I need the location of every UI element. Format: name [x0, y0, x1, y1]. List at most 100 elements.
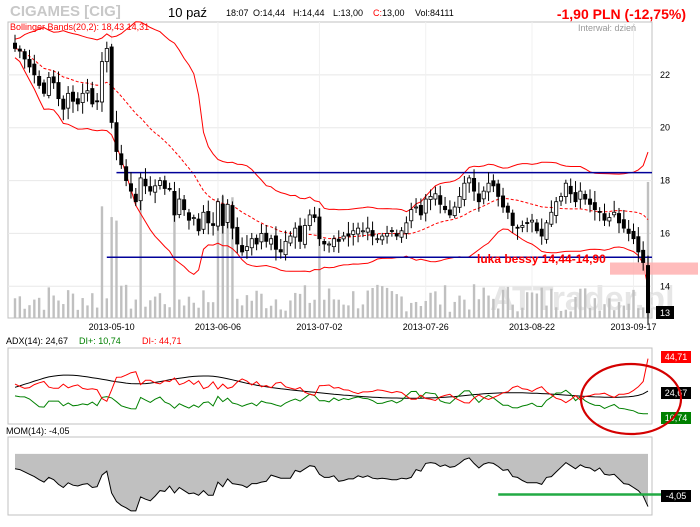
volume-bar [497, 308, 500, 318]
volume-bar [569, 311, 572, 318]
candle-body [109, 46, 114, 123]
volume-value: 84111 [430, 8, 454, 18]
candle-body [476, 193, 481, 203]
candle-body [157, 180, 162, 186]
candle-body [186, 212, 191, 221]
candle-body [525, 222, 530, 224]
candle-body [90, 88, 95, 105]
volume-bar [410, 302, 413, 318]
candle-body [578, 190, 583, 200]
volume-bar [617, 302, 621, 318]
volume-bar [579, 288, 582, 318]
volume-bar [583, 288, 587, 318]
candle-body [592, 202, 597, 211]
date-tick-label: 2013-06-06 [195, 322, 241, 332]
candle-body [641, 249, 646, 263]
candle-body [201, 211, 206, 230]
candle-body [646, 265, 651, 314]
volume-bar [550, 288, 553, 318]
candle-body [597, 211, 602, 213]
volume-bar [105, 298, 109, 318]
volume-bar [250, 300, 253, 318]
volume-bar [516, 311, 519, 318]
volume-bar [168, 307, 171, 318]
volume-bar [632, 289, 635, 318]
candle-body [563, 182, 568, 197]
candle-body [196, 218, 201, 232]
support-resistance-lines [106, 171, 652, 258]
candle-body [322, 241, 327, 245]
volume-bar [18, 296, 22, 318]
candle-body [114, 122, 119, 152]
candle-body [273, 235, 278, 250]
volume-bar [192, 302, 195, 318]
volume-bar [641, 307, 645, 318]
candle-body [423, 198, 428, 214]
volume-bar [424, 300, 427, 318]
candle-body [104, 48, 109, 63]
candle-body [269, 238, 274, 245]
volume-bar [482, 287, 485, 318]
volume-bar [236, 298, 239, 318]
volume-bar [23, 308, 26, 318]
volume-bar [33, 299, 36, 318]
volume-bar [646, 181, 650, 318]
candle-body [530, 219, 535, 223]
volume-bar [284, 310, 287, 318]
candle-body [283, 240, 288, 256]
volume-bar [298, 293, 302, 318]
ohlc-h: H:14,44 [293, 8, 325, 18]
volume-bar [289, 300, 292, 318]
adx-line [14, 374, 649, 399]
volume-bar [211, 302, 215, 318]
volume-bar [226, 215, 229, 318]
mom-tag-value: -4,05 [666, 491, 687, 501]
candle-body [462, 182, 467, 200]
volume-bar [390, 291, 394, 318]
ticker-title: CIGAMES [CIG] [10, 3, 121, 20]
price-tick-label: 18 [660, 176, 670, 186]
candle-body [336, 238, 341, 242]
candle-body [153, 185, 158, 193]
volume-bar [400, 296, 403, 318]
date-tick-label: 2013-08-22 [509, 322, 555, 332]
candle-body [22, 51, 27, 60]
volume-bar [294, 292, 297, 318]
candle-body [230, 205, 235, 229]
volume-readout: Vol:84111 [415, 8, 454, 18]
candle-body [583, 193, 588, 200]
candle-body [85, 90, 90, 94]
volume-bar [622, 305, 626, 318]
price-tick-label: 22 [660, 70, 670, 80]
candle-body [259, 233, 264, 243]
candle-body [375, 238, 380, 241]
candle-body [447, 209, 452, 216]
volume-bar [443, 285, 447, 318]
candle-body [360, 230, 365, 233]
volume-bar [564, 309, 568, 318]
candle-body [27, 58, 32, 68]
volume-bar [265, 308, 268, 318]
candle-body [554, 201, 559, 216]
candle-body [399, 230, 404, 238]
ohlc-value: 13,00 [382, 8, 405, 18]
volume-bar [187, 296, 191, 318]
volume-bar [525, 292, 529, 318]
ohlc-label: H: [293, 8, 302, 18]
bear-gap-zone [610, 262, 698, 275]
volume-bar [91, 293, 94, 318]
candle-body [220, 203, 225, 226]
candle-body [588, 198, 593, 205]
date-tick-label: 2013-05-10 [89, 322, 135, 332]
volume-bar [419, 305, 423, 318]
volume-bar [178, 299, 181, 318]
candle-body [307, 214, 312, 227]
candle-body [602, 213, 607, 221]
volume-bar [395, 294, 398, 318]
bear-gap-rect [610, 262, 698, 275]
candle-body [41, 82, 46, 94]
candle-body [467, 177, 472, 184]
volume-bar [28, 305, 31, 318]
candle-body [235, 226, 240, 245]
candle-body [302, 225, 307, 245]
